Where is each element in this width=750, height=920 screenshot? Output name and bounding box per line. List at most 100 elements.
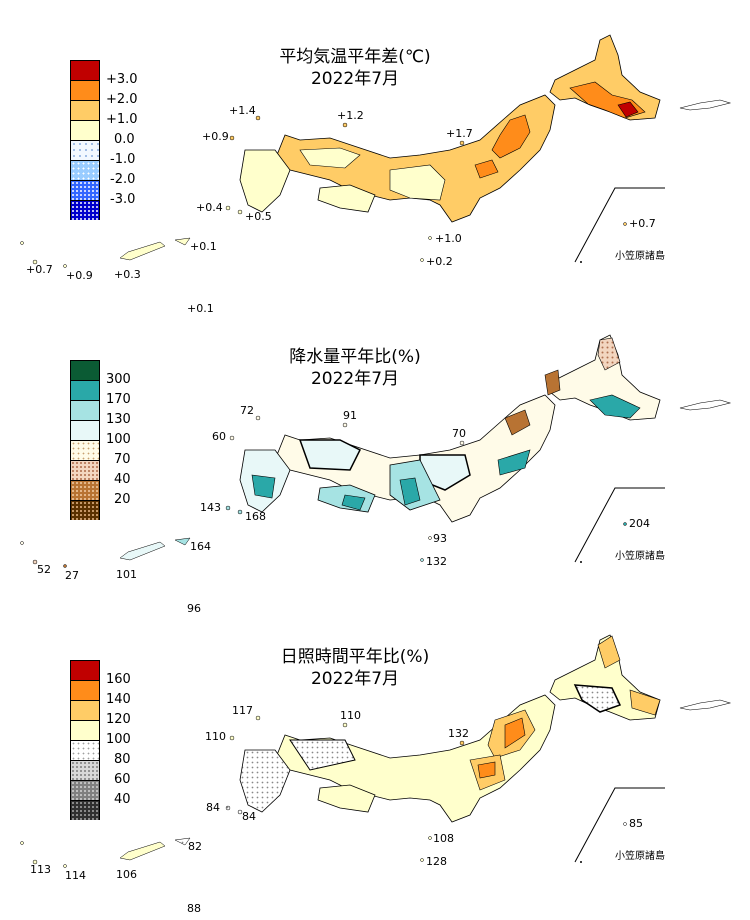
region-shikoku-very-wet xyxy=(341,494,366,511)
legend-swatch xyxy=(70,720,100,740)
region-kanto-wet xyxy=(497,449,531,476)
panel-title: 日照時間平年比(%) 2022年7月 xyxy=(230,646,480,690)
value-ogasawara: 85 xyxy=(629,817,643,830)
value-yonaguni: 113 xyxy=(30,863,51,876)
value-sado: 70 xyxy=(452,427,466,440)
value-ishigaki: 114 xyxy=(65,869,86,882)
value-daito: +0.1 xyxy=(187,302,214,315)
legend-swatch xyxy=(70,680,100,700)
value-ogasawara: 204 xyxy=(629,517,650,530)
region-hokkaido-hot xyxy=(617,101,639,118)
title-line2: 2022年7月 xyxy=(310,69,400,89)
legend-label: 120 xyxy=(106,712,131,727)
legend-swatch xyxy=(70,460,100,480)
map-japan xyxy=(20,634,732,868)
region-hokkaido-sunny xyxy=(597,635,621,669)
legend-label: 0.0 xyxy=(114,132,135,147)
legend-swatch xyxy=(70,400,100,420)
ogasawara-label: 小笠原諸島 xyxy=(615,551,665,562)
region-chugoku xyxy=(289,739,356,771)
region-tohoku-very-sunny xyxy=(504,717,526,749)
region-honshu xyxy=(274,94,556,223)
value-koshiki: 168 xyxy=(245,510,266,523)
region-hokkaido-dull xyxy=(573,684,622,713)
value-izu-south: 128 xyxy=(426,855,447,868)
value-tsushima: 60 xyxy=(212,430,226,443)
value-daito: 96 xyxy=(187,602,201,615)
legend-label: 130 xyxy=(106,412,131,427)
value-oki: 110 xyxy=(340,709,361,722)
value-rebun: 117 xyxy=(232,704,253,717)
value-rebun: 72 xyxy=(240,404,254,417)
legend-label: -1.0 xyxy=(110,152,136,167)
region-hokkaido-east-sunny xyxy=(629,689,661,716)
region-hokkaido xyxy=(549,334,661,421)
legend-swatch xyxy=(70,380,100,400)
value-rebun: +1.4 xyxy=(229,104,256,117)
value-goto: 84 xyxy=(206,801,220,814)
legend-swatch xyxy=(70,200,100,220)
legend-swatch xyxy=(70,800,100,820)
ogasawara-label: 小笠原諸島 xyxy=(615,251,665,262)
title-line2: 2022年7月 xyxy=(310,369,400,389)
value-sado: 132 xyxy=(448,727,469,740)
value-izu-south: 132 xyxy=(426,555,447,568)
region-hokkaido-wet xyxy=(589,394,641,419)
legend-label: -3.0 xyxy=(110,192,136,207)
value-tsushima: +0.9 xyxy=(202,130,229,143)
legend-swatch xyxy=(70,80,100,100)
region-shikoku xyxy=(317,184,376,213)
title-line1: 降水量平年比(%) xyxy=(289,347,421,367)
region-kinki-very-wet xyxy=(399,477,421,506)
value-amami: 82 xyxy=(188,840,202,853)
value-yonaguni: 52 xyxy=(37,563,51,576)
value-amami: +0.1 xyxy=(190,240,217,253)
legend-swatch xyxy=(70,180,100,200)
legend-label: +2.0 xyxy=(106,92,138,107)
value-goto: +0.4 xyxy=(196,201,223,214)
value-okinawa: 106 xyxy=(116,868,137,881)
title-line1: 平均気温平年差(℃) xyxy=(279,47,431,67)
legend-label: 40 xyxy=(114,792,131,807)
panel-title: 平均気温平年差(℃) 2022年7月 xyxy=(230,46,480,90)
region-kinki-normal xyxy=(389,164,446,201)
legend-label: +1.0 xyxy=(106,112,138,127)
ogasawara-label: 小笠原諸島 xyxy=(615,851,665,862)
legend-swatch xyxy=(70,420,100,440)
legend-swatch xyxy=(70,140,100,160)
legend-label: 170 xyxy=(106,392,131,407)
value-izu-south: +0.2 xyxy=(426,255,453,268)
map-japan xyxy=(20,34,732,268)
legend: 160 140 120 100 80 60 40 xyxy=(70,660,131,820)
region-kanto-very-sunny xyxy=(477,761,496,779)
legend-label: 40 xyxy=(114,472,131,487)
legend-label: 160 xyxy=(106,672,131,687)
legend-label: 100 xyxy=(106,432,131,447)
value-koshiki: 84 xyxy=(242,810,256,823)
legend-swatch xyxy=(70,700,100,720)
region-kyushu-wet xyxy=(251,474,276,499)
region-kyushu xyxy=(239,749,291,813)
panel-precipitation: 降水量平年比(%) 2022年7月 300 170 130 100 70 40 … xyxy=(0,300,750,615)
region-hokkaido-dry xyxy=(597,337,621,371)
legend-swatch xyxy=(70,780,100,800)
value-hachijo: 108 xyxy=(433,832,454,845)
legend-label: +3.0 xyxy=(106,72,138,87)
map-japan xyxy=(20,334,732,568)
value-ogasawara: +0.7 xyxy=(629,217,656,230)
value-goto: 143 xyxy=(200,501,221,514)
region-honshu xyxy=(274,694,556,823)
legend-label: 100 xyxy=(106,732,131,747)
region-honshu xyxy=(274,394,556,523)
value-sado: +1.7 xyxy=(446,127,473,140)
legend-swatch xyxy=(70,480,100,500)
region-hokkaido xyxy=(549,34,661,121)
legend-swatch xyxy=(70,100,100,120)
value-hachijo: 93 xyxy=(433,532,447,545)
value-amami: 164 xyxy=(190,540,211,553)
panel-title: 降水量平年比(%) 2022年7月 xyxy=(230,346,480,390)
value-okinawa: +0.3 xyxy=(114,268,141,281)
legend-swatch xyxy=(70,500,100,520)
legend-swatch xyxy=(70,440,100,460)
title-line1: 日照時間平年比(%) xyxy=(280,647,430,667)
